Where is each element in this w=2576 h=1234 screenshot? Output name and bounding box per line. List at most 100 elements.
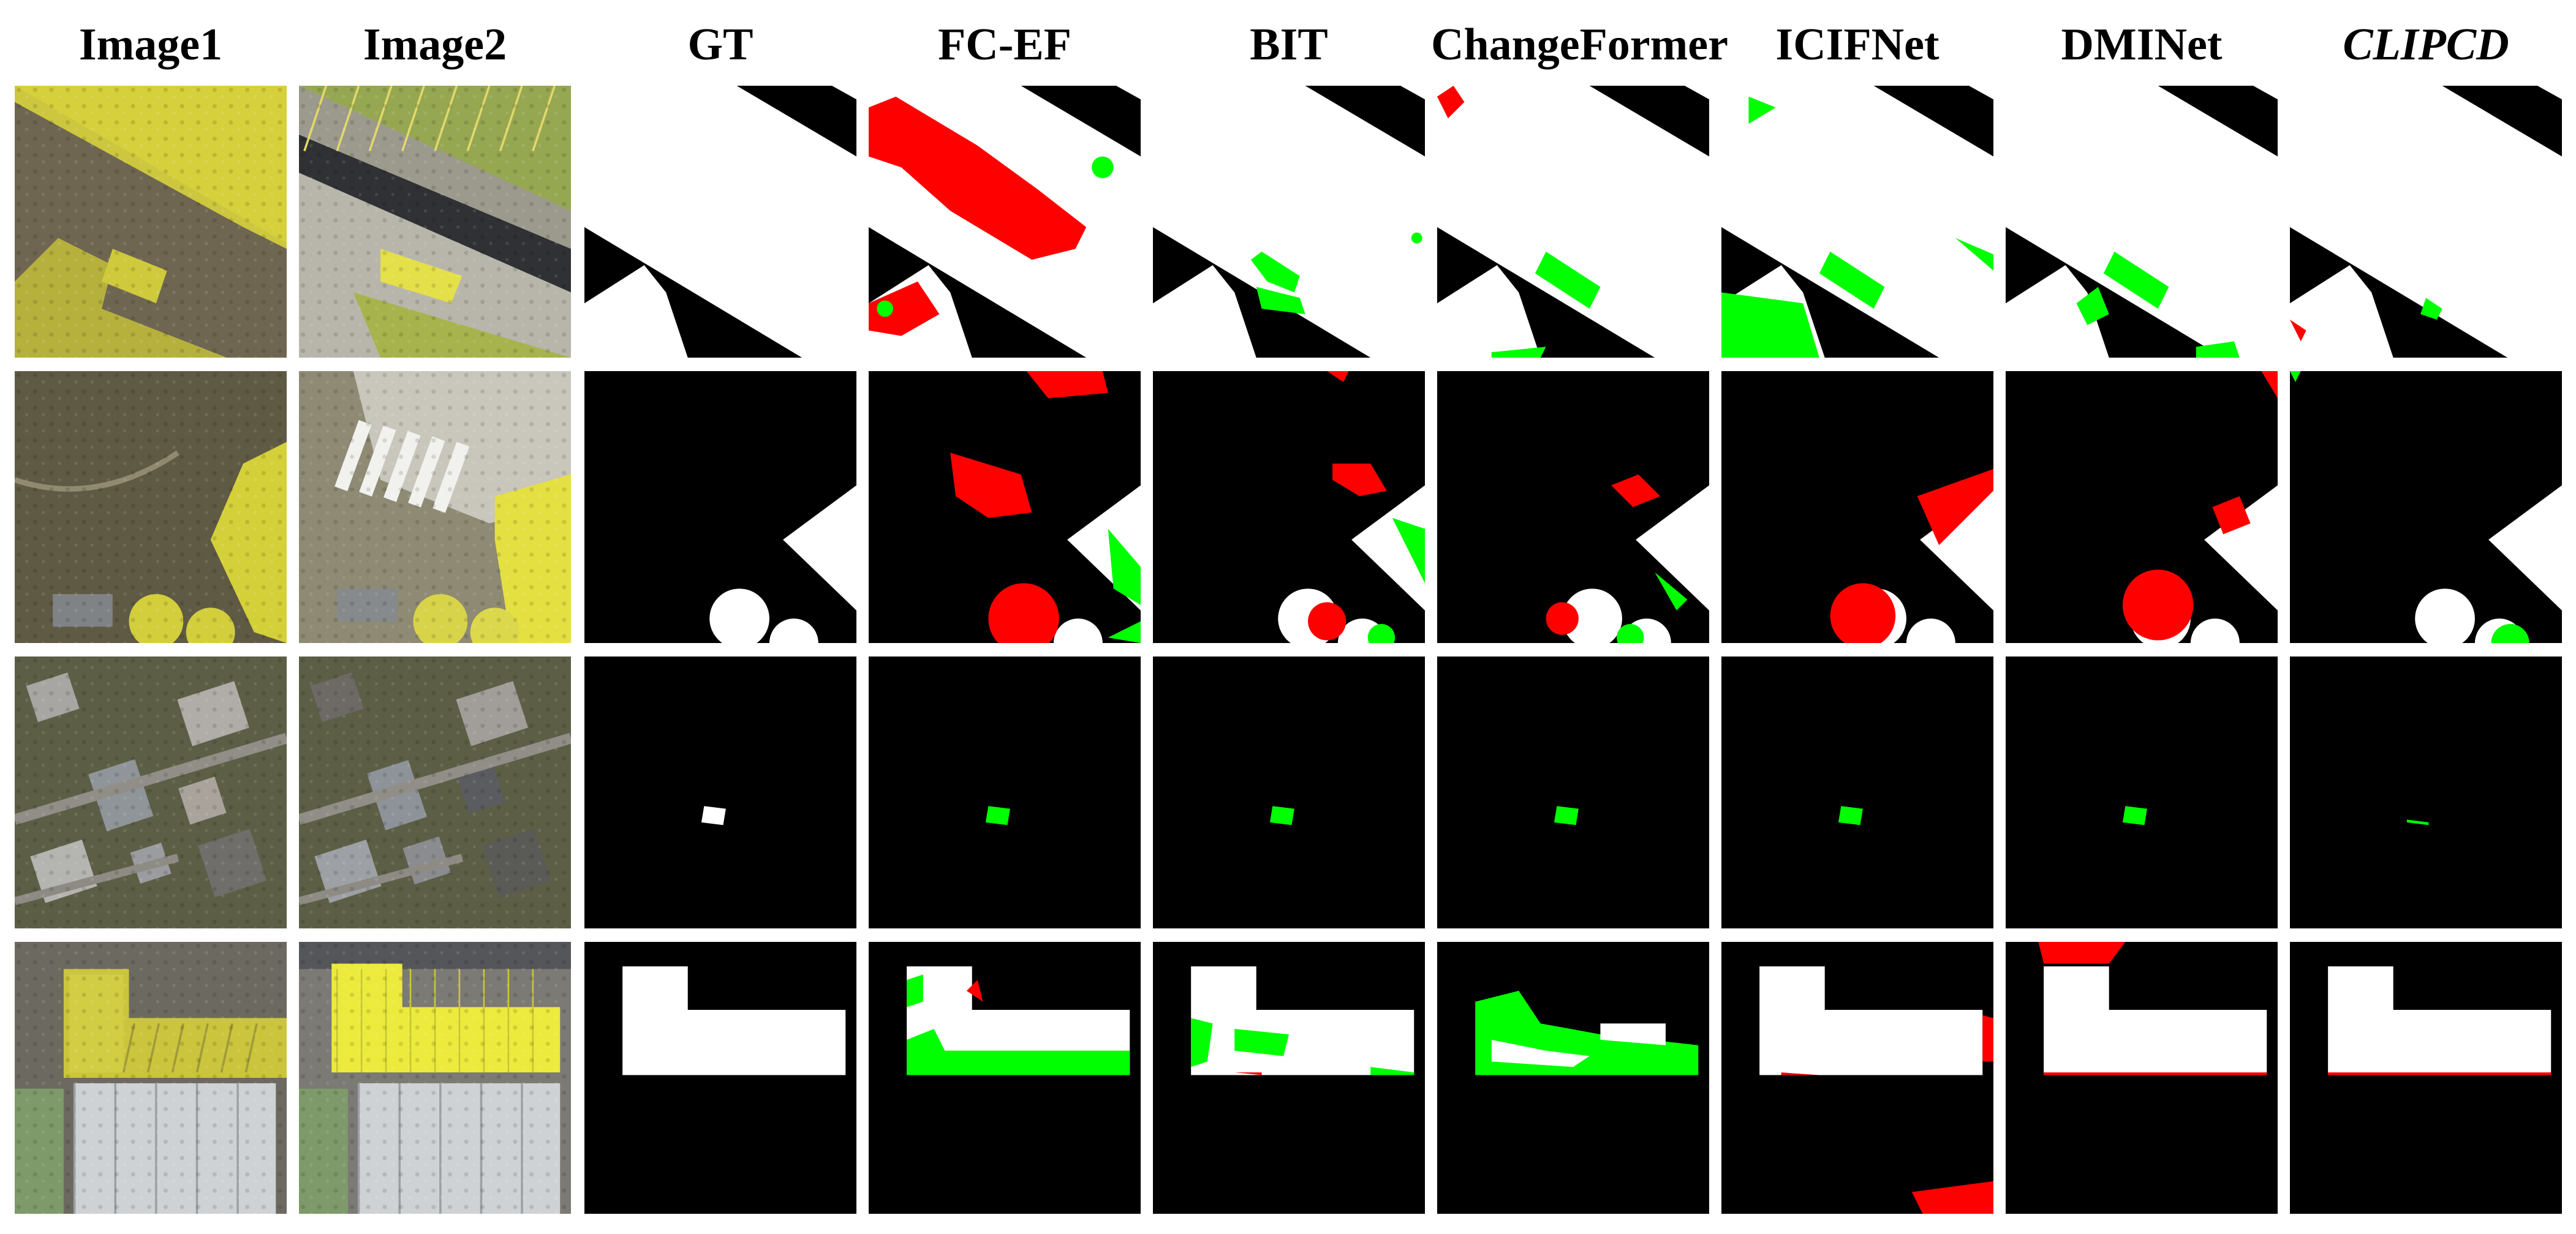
cell-row2-dminet bbox=[2006, 371, 2278, 643]
false-negative-region bbox=[1092, 156, 1114, 178]
false-positive-region bbox=[1546, 602, 1579, 635]
cell-row3-image2 bbox=[299, 657, 571, 928]
false-positive-region bbox=[1332, 463, 1387, 497]
false-positive-region bbox=[1611, 474, 1661, 507]
aerial-photo bbox=[15, 86, 287, 358]
false-negative-region bbox=[2406, 819, 2429, 826]
cell-row4-image1 bbox=[15, 942, 287, 1214]
changed-region bbox=[2204, 485, 2278, 611]
aerial-photo bbox=[299, 86, 571, 358]
change-mask bbox=[2006, 657, 2278, 928]
false-positive-region bbox=[2122, 570, 2194, 641]
changed-region bbox=[2488, 485, 2562, 611]
false-positive-region bbox=[950, 453, 1032, 518]
cell-row3-image1 bbox=[15, 657, 287, 928]
column-header-dminet: DMINet bbox=[2061, 20, 2223, 70]
changed-region bbox=[2387, 251, 2453, 309]
changed-region bbox=[2006, 265, 2109, 358]
changed-region bbox=[584, 86, 856, 358]
changed-region bbox=[2190, 619, 2240, 643]
cell-row2-changeformer bbox=[1437, 371, 1709, 643]
changed-region bbox=[1351, 485, 1425, 611]
false-positive-region bbox=[2044, 1072, 2267, 1075]
cell-row4-clipcd bbox=[2290, 942, 2562, 1214]
false-negative-region bbox=[985, 806, 1010, 826]
changed-region bbox=[966, 251, 1032, 309]
changed-region bbox=[1437, 265, 1541, 358]
false-positive-region bbox=[1982, 1015, 1993, 1062]
false-positive-region bbox=[869, 281, 940, 336]
cell-row4-icifnet bbox=[1721, 942, 1993, 1214]
cell-row1-dminet bbox=[2006, 86, 2278, 358]
false-negative-region bbox=[1191, 1018, 1213, 1067]
false-positive-region bbox=[1327, 371, 1349, 382]
changed-region bbox=[2290, 265, 2393, 358]
changed-region bbox=[1562, 589, 1622, 643]
cell-row2-icifnet bbox=[1721, 371, 1993, 643]
cell-row2-image2 bbox=[299, 371, 571, 643]
change-mask bbox=[869, 942, 1141, 1214]
changed-region bbox=[2290, 86, 2562, 358]
cell-row3-clipcd bbox=[2290, 657, 2562, 928]
false-positive-region bbox=[2038, 942, 2126, 964]
change-mask bbox=[1437, 371, 1709, 643]
change-mask bbox=[584, 942, 856, 1214]
changed-region bbox=[1906, 619, 1955, 643]
changed-region bbox=[1600, 1023, 1666, 1045]
changed-region bbox=[1920, 485, 1993, 611]
column-header-image2: Image2 bbox=[363, 20, 507, 70]
cell-row1-fcef bbox=[869, 86, 1141, 358]
false-negative-region bbox=[1234, 1029, 1289, 1056]
cell-row4-changeformer bbox=[1437, 942, 1709, 1214]
cell-row3-fcef bbox=[869, 657, 1141, 928]
changed-region bbox=[2328, 966, 2551, 1075]
change-mask bbox=[584, 657, 856, 928]
false-negative-region bbox=[877, 300, 893, 317]
change-mask bbox=[869, 657, 1141, 928]
cell-row3-changeformer bbox=[1437, 657, 1709, 928]
false-negative-region bbox=[2122, 806, 2147, 826]
aerial-photo bbox=[299, 942, 571, 1214]
cell-row1-image1 bbox=[15, 86, 287, 358]
column-header-bit: BIT bbox=[1250, 20, 1328, 70]
false-negative-region bbox=[1256, 287, 1305, 314]
cell-row2-fcef bbox=[869, 371, 1141, 643]
change-mask bbox=[1437, 657, 1709, 928]
changed-region bbox=[2044, 966, 2267, 1075]
cell-row3-icifnet bbox=[1721, 657, 1993, 928]
column-header-gt: GT bbox=[687, 20, 754, 70]
change-mask bbox=[2290, 371, 2562, 643]
cell-row3-bit bbox=[1153, 657, 1425, 928]
false-negative-region bbox=[2076, 287, 2109, 325]
cell-row1-changeformer bbox=[1437, 86, 1709, 358]
change-mask bbox=[2006, 86, 2278, 358]
false-positive-region bbox=[2290, 319, 2306, 342]
changed-region bbox=[1153, 265, 1256, 358]
change-mask bbox=[2290, 942, 2562, 1214]
change-mask bbox=[1721, 371, 1993, 643]
cell-row1-gt bbox=[584, 86, 856, 358]
changed-region bbox=[1969, 86, 1993, 100]
change-mask bbox=[1153, 86, 1425, 358]
column-header-clipcd: CLIPCD bbox=[2343, 20, 2509, 70]
column-header-icifnet: ICIFNet bbox=[1775, 20, 1940, 70]
changed-region bbox=[1491, 1039, 1590, 1067]
false-negative-region bbox=[1655, 572, 1688, 611]
false-negative-region bbox=[1819, 251, 1885, 309]
change-mask bbox=[584, 371, 856, 643]
column-header-image1: Image1 bbox=[78, 20, 223, 70]
cell-row4-gt bbox=[584, 942, 856, 1214]
change-mask bbox=[869, 371, 1141, 643]
false-positive-region bbox=[2261, 371, 2278, 399]
false-positive-region bbox=[1308, 602, 1347, 641]
changed-region bbox=[832, 86, 856, 100]
changed-region bbox=[701, 806, 726, 826]
change-mask bbox=[1153, 657, 1425, 928]
changed-region bbox=[1116, 86, 1141, 100]
aerial-photo bbox=[15, 942, 287, 1214]
cell-row1-image2 bbox=[299, 86, 571, 358]
false-negative-region bbox=[1491, 347, 1546, 358]
cell-row2-gt bbox=[584, 371, 856, 643]
changed-region bbox=[682, 251, 748, 309]
